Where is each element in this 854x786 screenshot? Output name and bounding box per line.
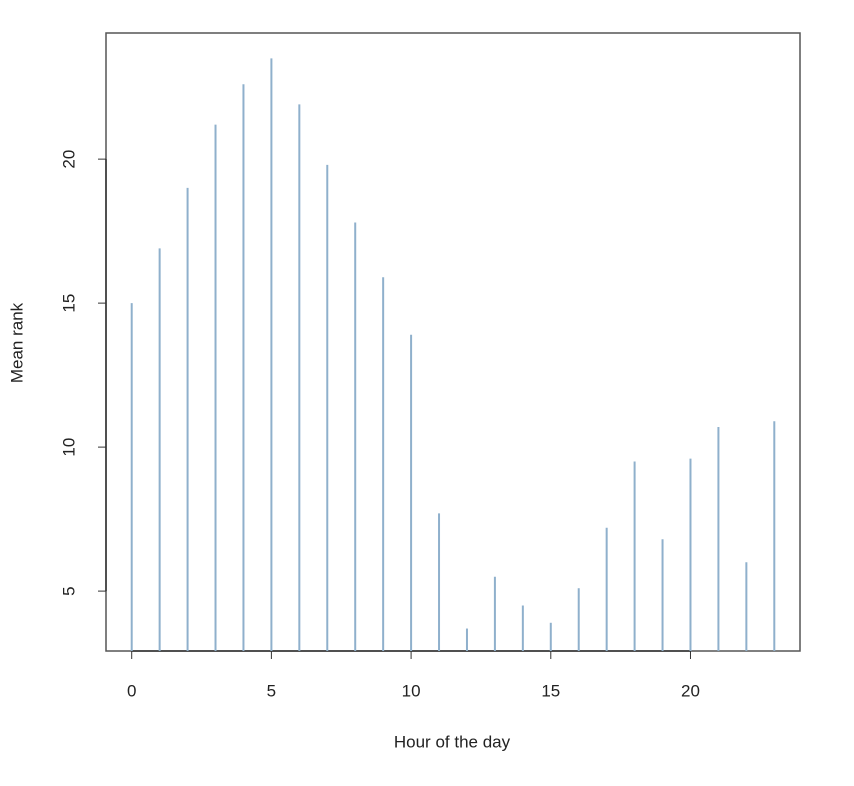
x-tick-label: 20	[681, 681, 700, 700]
y-tick-label: 10	[59, 438, 78, 457]
x-tick-label: 15	[541, 681, 560, 700]
x-tick-label: 5	[267, 681, 276, 700]
y-tick-label: 20	[59, 150, 78, 169]
plot-box	[105, 32, 801, 652]
y-axis-title: Mean rank	[7, 302, 26, 383]
x-tick-label: 0	[127, 681, 136, 700]
y-tick-label: 5	[59, 586, 78, 595]
x-tick-label: 10	[402, 681, 421, 700]
x-axis-title: Hour of the day	[394, 732, 511, 751]
y-tick-label: 15	[59, 294, 78, 313]
